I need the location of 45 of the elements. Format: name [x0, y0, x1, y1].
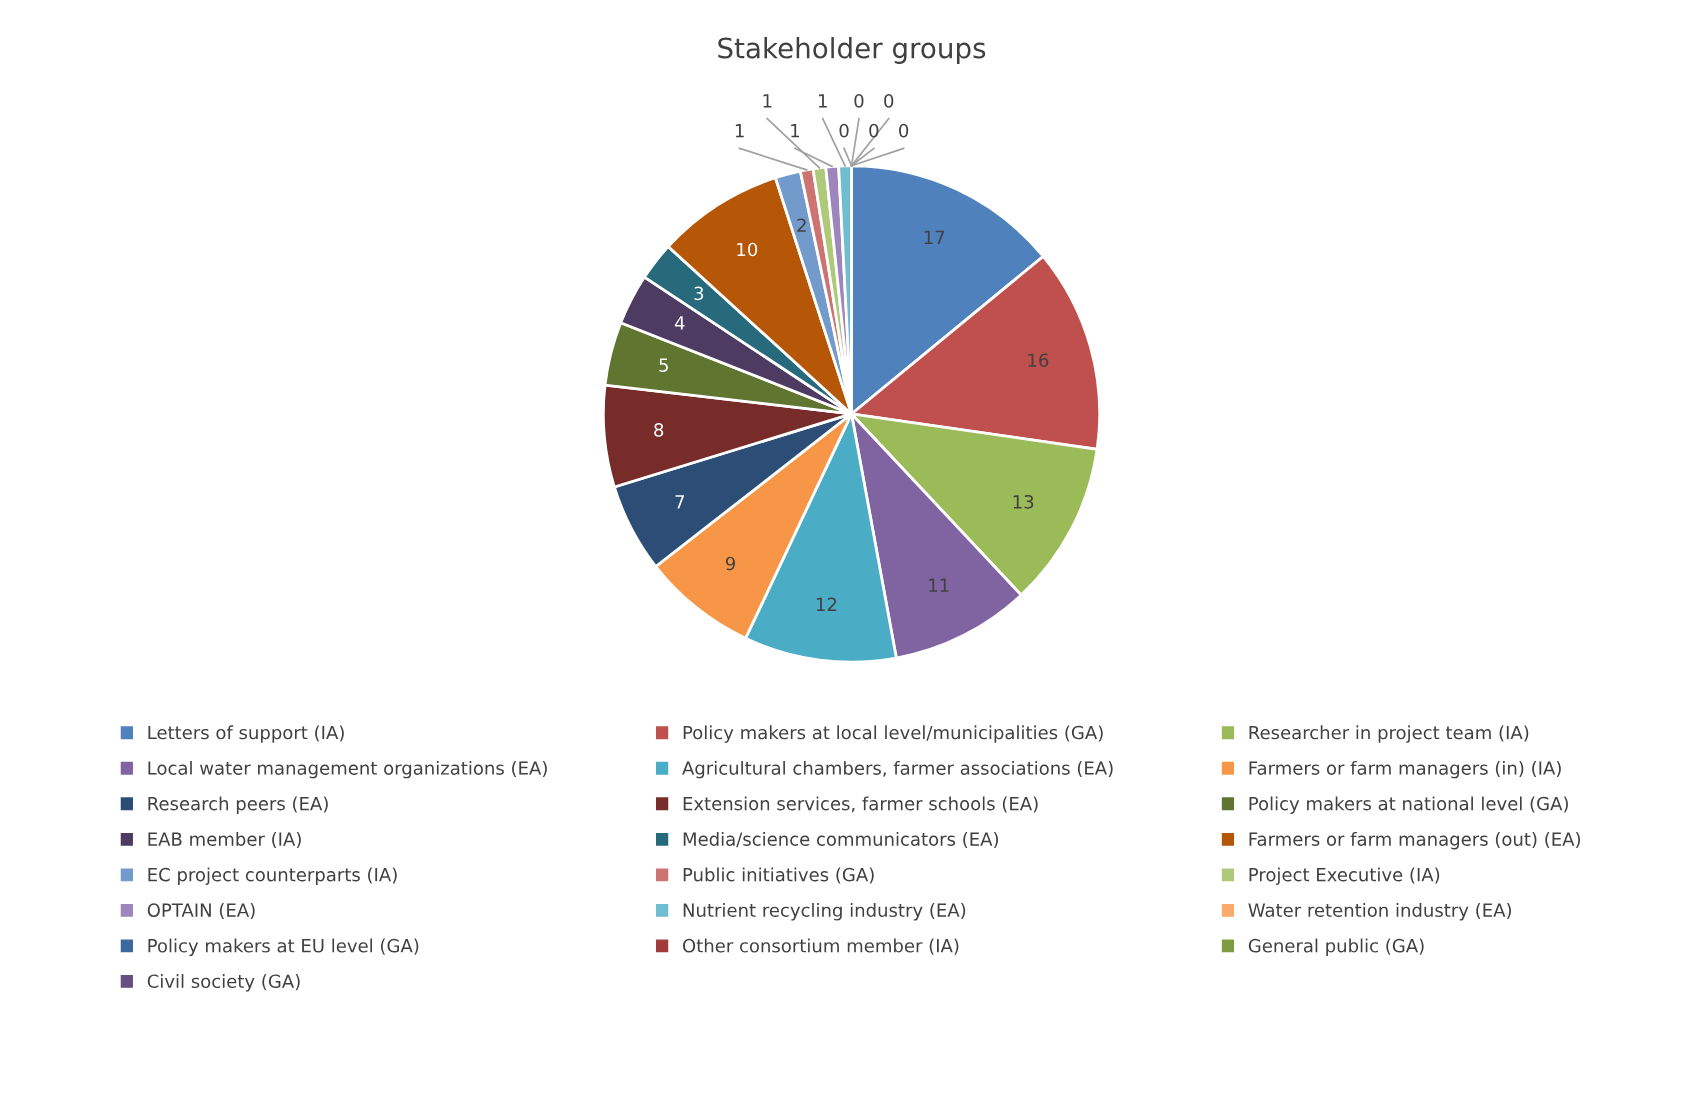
data-label: 7: [675, 495, 685, 509]
chart-title: Stakeholder groups: [718, 37, 986, 64]
legend-label: Letters of support (IA): [148, 725, 344, 743]
data-label: 1: [735, 124, 744, 138]
text: 0: [854, 94, 864, 108]
data-label: 8: [654, 423, 664, 437]
legend-label: Other consortium member (IA): [683, 938, 959, 955]
data-label: 3: [694, 286, 704, 301]
legend-label: Media/science communicators (EA): [683, 831, 999, 849]
data-label: 12: [816, 597, 837, 611]
legend-label: Researcher in project team (IA): [1249, 725, 1529, 743]
data-label: 10: [737, 242, 758, 257]
legend-label: Policy makers at EU level (GA): [148, 938, 419, 957]
legend-label: Project Executive (IA): [1249, 867, 1440, 885]
text: 0: [839, 123, 849, 138]
text: 0: [884, 94, 894, 108]
legend-label: OPTAIN (EA): [147, 903, 255, 920]
legend-label: Research peers (EA): [148, 796, 328, 814]
data-label: 13: [1013, 494, 1034, 509]
data-label: 5: [659, 358, 668, 372]
text: 0: [899, 123, 909, 138]
data-label: 1: [763, 94, 772, 108]
data-label: 9: [725, 556, 735, 571]
legend-label: Agricultural chambers, farmer associations (EA): [682, 760, 1113, 779]
legend-label: EC project counterparts (IA): [148, 867, 397, 885]
legend-label: Public initiatives (GA): [683, 867, 874, 884]
legend-label: Policy makers at national level (GA): [1249, 796, 1568, 814]
legend-label: EAB member (IA): [148, 831, 301, 849]
legend-label: Water retention industry (EA): [1248, 903, 1511, 921]
legend-label: Farmers or farm managers (out) (EA): [1249, 831, 1581, 850]
legend-label: General public (GA): [1248, 938, 1424, 957]
data-label: 4: [674, 316, 685, 330]
legend-label: Civil society (GA): [147, 974, 300, 992]
text: 0: [869, 123, 879, 138]
data-label: 1: [791, 124, 800, 138]
data-label: 11: [929, 578, 949, 592]
data-label: 17: [924, 230, 945, 244]
data-label: 2: [797, 218, 806, 232]
data-label: 1: [818, 94, 827, 108]
legend-label: Local water management organizations (EA): [148, 760, 547, 779]
legend-label: Farmers or farm managers (in) (IA): [1249, 760, 1561, 779]
legend-label: Policy makers at local level/municipalities (GA): [683, 725, 1103, 743]
data-label: 16: [1028, 353, 1049, 368]
legend-label: Extension services, farmer schools (EA): [683, 796, 1038, 813]
legend-label: Nutrient recycling industry (EA): [683, 903, 966, 921]
